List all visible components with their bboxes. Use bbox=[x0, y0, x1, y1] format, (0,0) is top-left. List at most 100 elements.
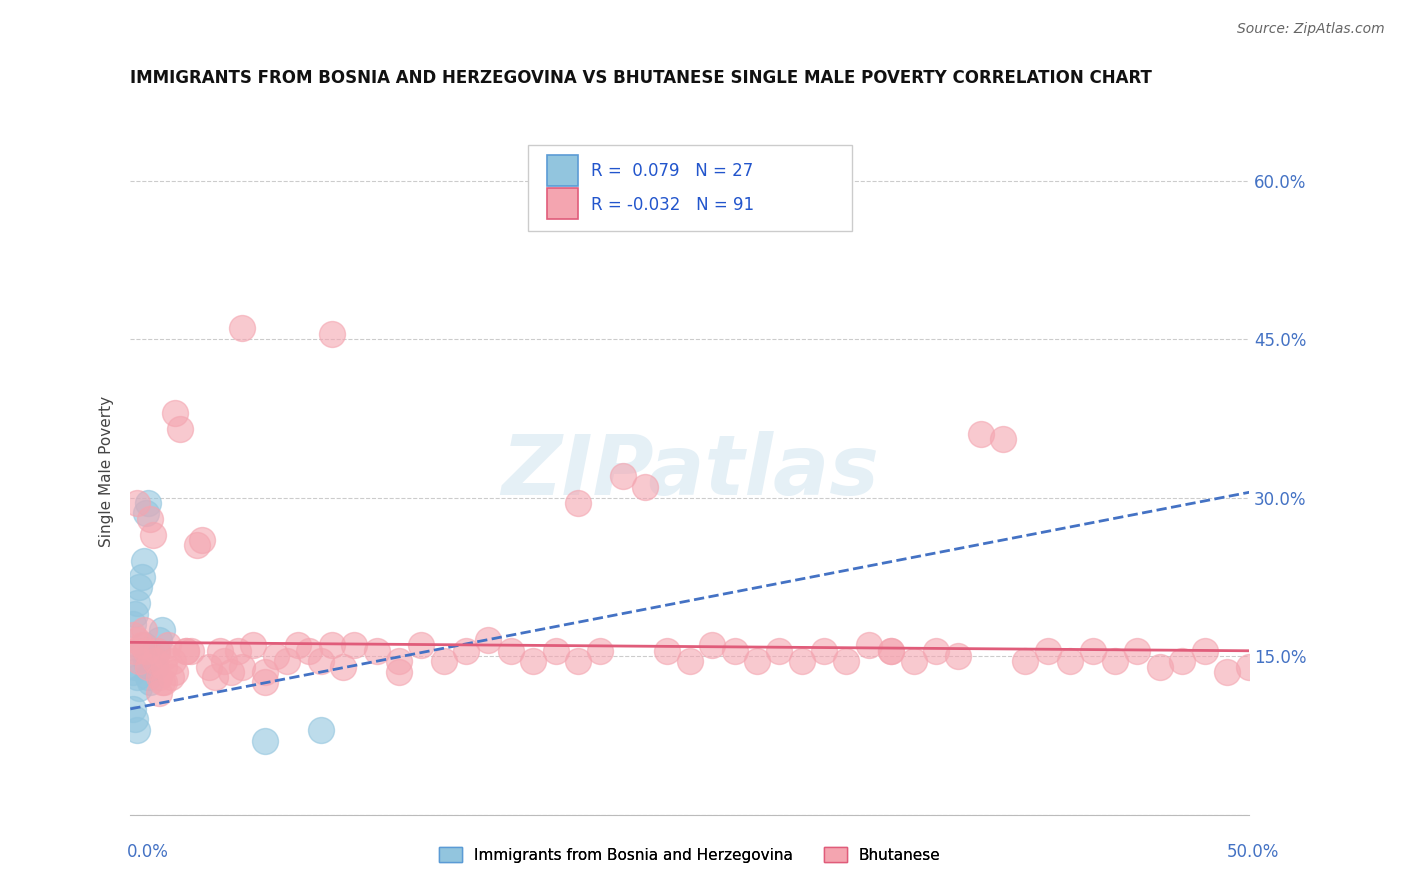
Point bbox=[768, 644, 790, 658]
Point bbox=[132, 623, 155, 637]
Point bbox=[226, 644, 249, 658]
Point bbox=[174, 644, 197, 658]
Point bbox=[150, 623, 173, 637]
Point bbox=[332, 659, 354, 673]
Point bbox=[208, 644, 231, 658]
Point bbox=[128, 681, 150, 695]
Point bbox=[139, 675, 162, 690]
Point bbox=[153, 675, 176, 690]
Point bbox=[121, 702, 143, 716]
Point bbox=[657, 644, 679, 658]
Point bbox=[321, 639, 343, 653]
Point bbox=[165, 406, 187, 420]
Point bbox=[388, 665, 411, 679]
Point bbox=[219, 665, 242, 679]
Point bbox=[880, 644, 903, 658]
Point bbox=[125, 496, 148, 510]
Point bbox=[309, 654, 332, 668]
Point bbox=[477, 633, 499, 648]
Point bbox=[125, 633, 148, 648]
Point bbox=[136, 670, 159, 684]
Point bbox=[1171, 654, 1194, 668]
Point bbox=[142, 648, 165, 663]
FancyBboxPatch shape bbox=[547, 188, 578, 219]
Text: Source: ZipAtlas.com: Source: ZipAtlas.com bbox=[1237, 22, 1385, 37]
Point bbox=[544, 644, 567, 658]
Point bbox=[343, 639, 366, 653]
Point bbox=[148, 686, 170, 700]
Point bbox=[121, 665, 143, 679]
Point bbox=[1239, 659, 1261, 673]
Point bbox=[948, 648, 970, 663]
Point bbox=[197, 659, 219, 673]
Point bbox=[253, 675, 276, 690]
Point bbox=[121, 617, 143, 632]
Point bbox=[925, 644, 948, 658]
Point bbox=[253, 665, 276, 679]
Point bbox=[309, 723, 332, 737]
Point bbox=[136, 659, 159, 673]
Point bbox=[723, 644, 745, 658]
Point bbox=[745, 654, 768, 668]
Point bbox=[567, 654, 589, 668]
Point bbox=[143, 654, 166, 668]
Point bbox=[135, 507, 157, 521]
Point bbox=[125, 723, 148, 737]
Text: IMMIGRANTS FROM BOSNIA AND HERZEGOVINA VS BHUTANESE SINGLE MALE POVERTY CORRELAT: IMMIGRANTS FROM BOSNIA AND HERZEGOVINA V… bbox=[131, 69, 1152, 87]
Point bbox=[174, 644, 197, 658]
Y-axis label: Single Male Poverty: Single Male Poverty bbox=[100, 395, 114, 547]
Point bbox=[903, 654, 925, 668]
Point bbox=[298, 644, 321, 658]
Point bbox=[204, 670, 226, 684]
Point bbox=[148, 670, 170, 684]
Point bbox=[1014, 654, 1036, 668]
Point bbox=[162, 654, 184, 668]
Point bbox=[835, 654, 858, 668]
Point bbox=[1059, 654, 1081, 668]
Point bbox=[433, 654, 456, 668]
Point bbox=[287, 639, 309, 653]
Point bbox=[790, 654, 813, 668]
Point bbox=[522, 654, 544, 668]
Point bbox=[169, 422, 191, 436]
Point bbox=[231, 321, 253, 335]
Point bbox=[186, 538, 208, 552]
Point bbox=[214, 654, 236, 668]
Point bbox=[135, 654, 157, 668]
Point bbox=[589, 644, 612, 658]
Point bbox=[679, 654, 702, 668]
Point bbox=[124, 607, 146, 621]
Point bbox=[454, 644, 477, 658]
Point bbox=[253, 733, 276, 747]
Point bbox=[366, 644, 388, 658]
Point bbox=[155, 648, 177, 663]
Text: R = -0.032   N = 91: R = -0.032 N = 91 bbox=[592, 195, 755, 214]
Point bbox=[131, 570, 153, 584]
Text: ZIPatlas: ZIPatlas bbox=[501, 431, 879, 512]
Point bbox=[276, 654, 298, 668]
Point bbox=[150, 675, 173, 690]
Point bbox=[121, 628, 143, 642]
Text: 0.0%: 0.0% bbox=[127, 843, 169, 861]
Point bbox=[124, 659, 146, 673]
Point bbox=[880, 644, 903, 658]
Point bbox=[125, 596, 148, 610]
Point bbox=[567, 496, 589, 510]
Text: 50.0%: 50.0% bbox=[1227, 843, 1279, 861]
Point bbox=[813, 644, 835, 658]
Point bbox=[991, 433, 1014, 447]
Point bbox=[858, 639, 880, 653]
Point bbox=[128, 580, 150, 594]
Point bbox=[1149, 659, 1171, 673]
Point bbox=[135, 644, 157, 658]
Point bbox=[321, 326, 343, 341]
FancyBboxPatch shape bbox=[547, 155, 578, 186]
Point bbox=[702, 639, 724, 653]
Point bbox=[499, 644, 522, 658]
Point bbox=[139, 511, 162, 525]
Point bbox=[125, 670, 148, 684]
Legend: Immigrants from Bosnia and Herzegovina, Bhutanese: Immigrants from Bosnia and Herzegovina, … bbox=[433, 840, 946, 869]
Point bbox=[157, 639, 180, 653]
Point bbox=[146, 644, 169, 658]
Point bbox=[231, 659, 253, 673]
